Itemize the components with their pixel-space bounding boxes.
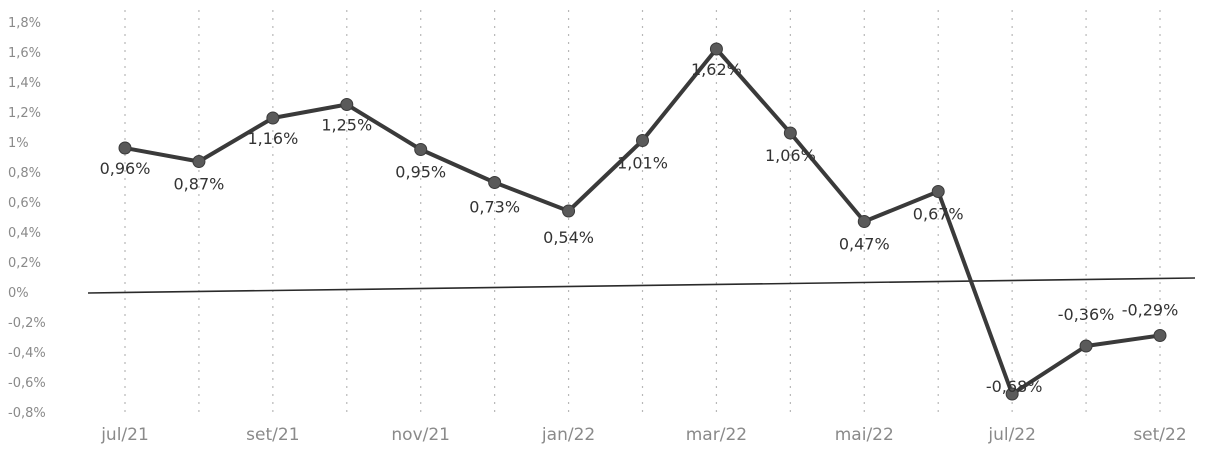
x-tick-label: nov/21 bbox=[391, 425, 450, 445]
data-label: 1,62% bbox=[691, 60, 742, 79]
data-label: 1,06% bbox=[765, 146, 816, 165]
y-tick-label: 1,8% bbox=[8, 16, 41, 31]
data-point bbox=[931, 185, 945, 198]
series-line bbox=[124, 47, 1161, 396]
data-point bbox=[1005, 387, 1019, 401]
y-tick-label: 0,8% bbox=[8, 166, 41, 181]
y-tick-label: 0,2% bbox=[8, 256, 41, 271]
data-label: 1,01% bbox=[617, 154, 668, 173]
data-point bbox=[118, 141, 132, 155]
data-label: 0,73% bbox=[469, 198, 520, 217]
data-label: 0,95% bbox=[395, 163, 446, 182]
y-tick-label: 1,6% bbox=[8, 46, 41, 61]
grid-layer bbox=[87, 10, 1196, 418]
data-point bbox=[783, 126, 797, 140]
data-point bbox=[266, 111, 280, 125]
data-point bbox=[488, 176, 502, 189]
series-layer bbox=[118, 42, 1167, 401]
x-tick-label: mar/22 bbox=[686, 425, 747, 445]
data-label: 1,16% bbox=[247, 129, 298, 148]
data-label: 0,87% bbox=[174, 175, 225, 194]
data-point bbox=[414, 143, 428, 156]
x-tick-label: jul/22 bbox=[987, 425, 1036, 445]
zero-line bbox=[87, 277, 1196, 294]
data-point bbox=[562, 204, 576, 218]
x-tick-label: jan/22 bbox=[541, 425, 595, 445]
data-labels: 0,96% 0,87% 1,16% 1,25% 0,95% 0,73% 0,54% 1,01%… bbox=[100, 60, 1179, 396]
data-point bbox=[709, 42, 723, 56]
y-tick-label: -0,8% bbox=[8, 406, 46, 421]
data-label: -0,36% bbox=[1058, 305, 1115, 324]
y-tick-label: -0,4% bbox=[8, 346, 46, 361]
data-point bbox=[636, 134, 649, 147]
data-point bbox=[340, 98, 354, 111]
x-tick-label: mai/22 bbox=[835, 425, 894, 445]
y-tick-label: 0,6% bbox=[8, 196, 41, 211]
x-axis: jul/21 set/21 nov/21 jan/22 mar/22 mai/22 jul/… bbox=[100, 425, 1186, 445]
data-point bbox=[1079, 339, 1093, 353]
y-tick-label: -0,2% bbox=[8, 316, 46, 331]
data-point bbox=[192, 155, 206, 168]
data-label: -0,29% bbox=[1122, 301, 1179, 320]
x-tick-label: set/21 bbox=[246, 425, 299, 445]
y-tick-label: 0,4% bbox=[8, 226, 41, 241]
data-label: 0,96% bbox=[100, 159, 151, 178]
x-tick-label: set/22 bbox=[1133, 425, 1186, 445]
data-label: 0,54% bbox=[543, 228, 594, 247]
data-point bbox=[1153, 329, 1167, 342]
y-axis: 1,8% 1,6% 1,4% 1,2% 1% 0,8% 0,6% 0,4% 0,2% 0% -0,2… bbox=[8, 16, 46, 421]
y-tick-label: 1,4% bbox=[8, 76, 41, 91]
data-label: 0,67% bbox=[913, 205, 964, 224]
data-point bbox=[857, 215, 871, 228]
data-label: -0,68% bbox=[986, 377, 1043, 396]
y-tick-label: 1% bbox=[8, 136, 29, 151]
data-label: 0,47% bbox=[839, 235, 890, 254]
y-tick-label: 1,2% bbox=[8, 106, 41, 121]
y-tick-label: -0,6% bbox=[8, 376, 46, 391]
y-tick-label: 0% bbox=[8, 286, 29, 301]
data-label: 1,25% bbox=[321, 116, 372, 135]
x-tick-label: jul/21 bbox=[100, 425, 149, 445]
